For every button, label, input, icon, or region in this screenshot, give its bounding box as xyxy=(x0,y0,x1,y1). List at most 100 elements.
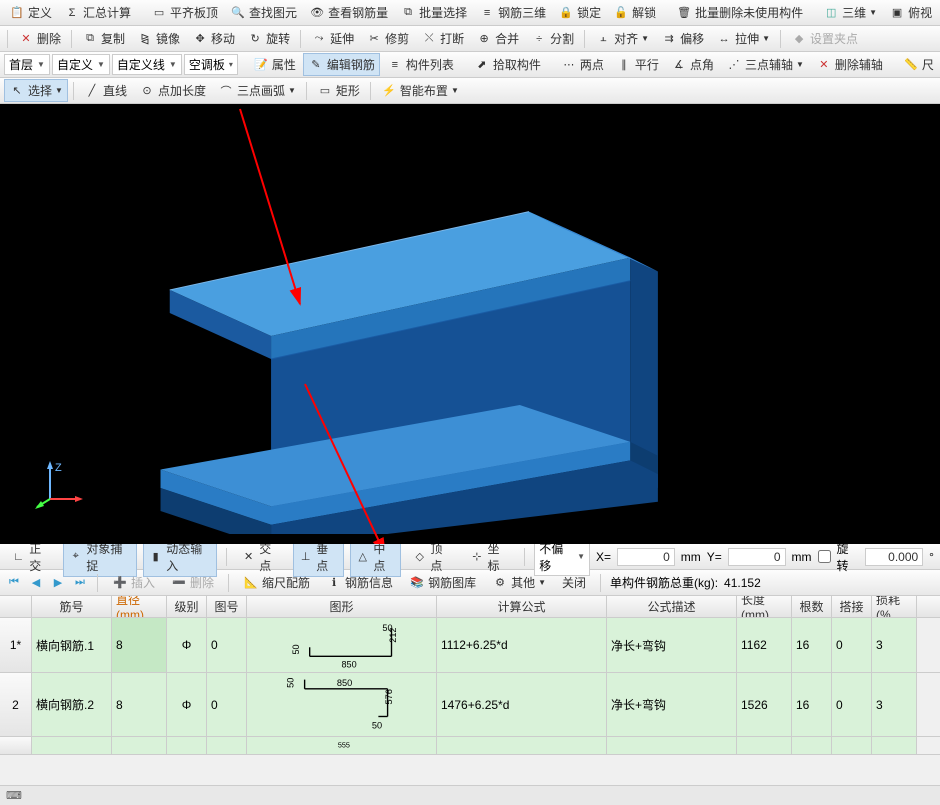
props-btn[interactable]: 📝属性 xyxy=(248,53,301,76)
hdr-figure[interactable]: 图号 xyxy=(207,596,247,617)
cell-name[interactable] xyxy=(32,737,112,754)
cell-loss[interactable]: 3 xyxy=(872,673,917,736)
cell-loss[interactable]: 3 xyxy=(872,618,917,672)
hdr-length[interactable]: 长度(mm) xyxy=(737,596,792,617)
table-row[interactable]: 1* 横向钢筋.1 8 Φ 0 212 50 50 850 1112+6.25*… xyxy=(0,618,940,673)
hdr-shape[interactable]: 图形 xyxy=(247,596,437,617)
comp-list-btn[interactable]: ≡构件列表 xyxy=(382,53,459,76)
rebar-lib-btn[interactable]: 📚钢筋图库 xyxy=(404,571,481,594)
floor-dropdown[interactable]: 首层▼ xyxy=(4,54,50,75)
batch-select-btn[interactable]: ⧉批量选择 xyxy=(395,1,472,24)
cell-count[interactable]: 16 xyxy=(792,618,832,672)
offset-btn[interactable]: ⇉偏移 xyxy=(656,27,709,50)
custom-line-dropdown[interactable]: 自定义线▼ xyxy=(112,54,182,75)
cell-diameter[interactable]: 8 xyxy=(112,673,167,736)
other-btn[interactable]: ⚙其他▼ xyxy=(487,571,551,594)
row-num[interactable]: 2 xyxy=(0,673,32,736)
rebar-info-btn[interactable]: ℹ钢筋信息 xyxy=(321,571,398,594)
x-input[interactable]: 0 xyxy=(617,548,675,566)
sum-calc-btn[interactable]: Σ汇总计算 xyxy=(59,1,136,24)
split-btn[interactable]: ÷分割 xyxy=(526,27,579,50)
cell-lap[interactable]: 0 xyxy=(832,673,872,736)
cell-formula[interactable]: 1112+6.25*d xyxy=(437,618,607,672)
copy-btn[interactable]: ⧉复制 xyxy=(77,27,130,50)
ruler-btn[interactable]: 📏尺 xyxy=(898,53,939,76)
batch-del-btn[interactable]: 🗑批量删除未使用构件 xyxy=(671,1,808,24)
find-elem-btn[interactable]: 🔍查找图元 xyxy=(225,1,302,24)
pt-angle-btn[interactable]: ∡点角 xyxy=(666,53,719,76)
rect-btn[interactable]: ▭矩形 xyxy=(312,79,365,102)
close-btn[interactable]: 关闭 xyxy=(557,571,591,594)
align-btn[interactable]: ⫠对齐▼ xyxy=(590,27,654,50)
cell-grade[interactable]: Φ xyxy=(167,673,207,736)
trim-btn[interactable]: ✂修剪 xyxy=(361,27,414,50)
first-icon[interactable]: ⏮ xyxy=(6,575,22,591)
extend-btn[interactable]: ⤳延伸 xyxy=(306,27,359,50)
delete-btn[interactable]: ✕删除 xyxy=(13,27,66,50)
ac-board-dropdown[interactable]: 空调板▾ xyxy=(184,54,238,75)
delete-row-btn[interactable]: ➖删除 xyxy=(166,571,219,594)
cell-grade[interactable]: Φ xyxy=(167,618,207,672)
rotate-btn[interactable]: ↻旋转 xyxy=(242,27,295,50)
hdr-rownum[interactable] xyxy=(0,596,32,617)
cell-formula[interactable] xyxy=(437,737,607,754)
viewport-3d[interactable]: Z xyxy=(0,104,940,544)
del-aux-btn[interactable]: ✕删除辅轴 xyxy=(811,53,888,76)
hdr-name[interactable]: 筋号 xyxy=(32,596,112,617)
rotate-check[interactable] xyxy=(818,550,831,563)
merge-btn[interactable]: ⊕合并 xyxy=(471,27,524,50)
hdr-diameter[interactable]: 直径(mm) xyxy=(112,596,167,617)
select-btn[interactable]: ↖选择▼ xyxy=(4,79,68,102)
cell-diameter[interactable]: 8 xyxy=(112,618,167,672)
cell-count[interactable]: 16 xyxy=(792,673,832,736)
view-rebar-btn[interactable]: 👁查看钢筋量 xyxy=(304,1,393,24)
angle-input[interactable]: 0.000 xyxy=(865,548,923,566)
unlock-btn[interactable]: 🔓解锁 xyxy=(608,1,661,24)
cell-figure[interactable]: 0 xyxy=(207,673,247,736)
cell-name[interactable]: 横向钢筋.1 xyxy=(32,618,112,672)
cell-desc[interactable] xyxy=(607,737,737,754)
move-btn[interactable]: ✥移动 xyxy=(187,27,240,50)
cell-loss[interactable] xyxy=(872,737,917,754)
cell-lap[interactable] xyxy=(832,737,872,754)
pick-comp-btn[interactable]: ⬈拾取构件 xyxy=(469,53,546,76)
lock-btn[interactable]: 🔒锁定 xyxy=(553,1,606,24)
cell-length[interactable]: 1526 xyxy=(737,673,792,736)
set-grip-btn[interactable]: ◆设置夹点 xyxy=(786,27,863,50)
cell-grade[interactable] xyxy=(167,737,207,754)
cell-shape[interactable]: 212 50 50 850 xyxy=(247,618,437,672)
table-row[interactable]: 555 xyxy=(0,737,940,755)
three-arc-btn[interactable]: ⌒三点画弧▼ xyxy=(213,79,301,102)
cell-length[interactable] xyxy=(737,737,792,754)
cell-formula[interactable]: 1476+6.25*d xyxy=(437,673,607,736)
rebar-3d-btn[interactable]: ≡钢筋三维 xyxy=(474,1,551,24)
last-icon[interactable]: ⏭ xyxy=(72,575,88,591)
parallel-btn[interactable]: ∥平行 xyxy=(611,53,664,76)
two-pt-btn[interactable]: ⋯两点 xyxy=(556,53,609,76)
stretch-btn[interactable]: ↔拉伸▼ xyxy=(711,27,775,50)
y-input[interactable]: 0 xyxy=(728,548,786,566)
pt-len-btn[interactable]: ⊙点加长度 xyxy=(134,79,211,102)
edit-rebar-btn[interactable]: ✎编辑钢筋 xyxy=(303,53,380,76)
cell-figure[interactable]: 0 xyxy=(207,618,247,672)
cell-desc[interactable]: 净长+弯钩 xyxy=(607,673,737,736)
row-num[interactable]: 1* xyxy=(0,618,32,672)
next-icon[interactable]: ▶ xyxy=(50,575,66,591)
cell-desc[interactable]: 净长+弯钩 xyxy=(607,618,737,672)
mirror-btn[interactable]: ⧎镜像 xyxy=(132,27,185,50)
scale-btn[interactable]: 📐缩尺配筋 xyxy=(238,571,315,594)
custom-dropdown[interactable]: 自定义▼ xyxy=(52,54,110,75)
hdr-formula[interactable]: 计算公式 xyxy=(437,596,607,617)
three-d-btn[interactable]: ◫三维▼ xyxy=(818,1,882,24)
cell-diameter[interactable] xyxy=(112,737,167,754)
prev-icon[interactable]: ◀ xyxy=(28,575,44,591)
insert-row-btn[interactable]: ➕插入 xyxy=(107,571,160,594)
cell-shape[interactable]: 555 xyxy=(247,737,437,754)
hdr-grade[interactable]: 级别 xyxy=(167,596,207,617)
define-btn[interactable]: 📋定义 xyxy=(4,1,57,24)
line-btn[interactable]: ╱直线 xyxy=(79,79,132,102)
smart-btn[interactable]: ⚡智能布置▼ xyxy=(376,79,464,102)
break-btn[interactable]: ⤬打断 xyxy=(416,27,469,50)
hdr-lap[interactable]: 搭接 xyxy=(832,596,872,617)
cell-lap[interactable]: 0 xyxy=(832,618,872,672)
